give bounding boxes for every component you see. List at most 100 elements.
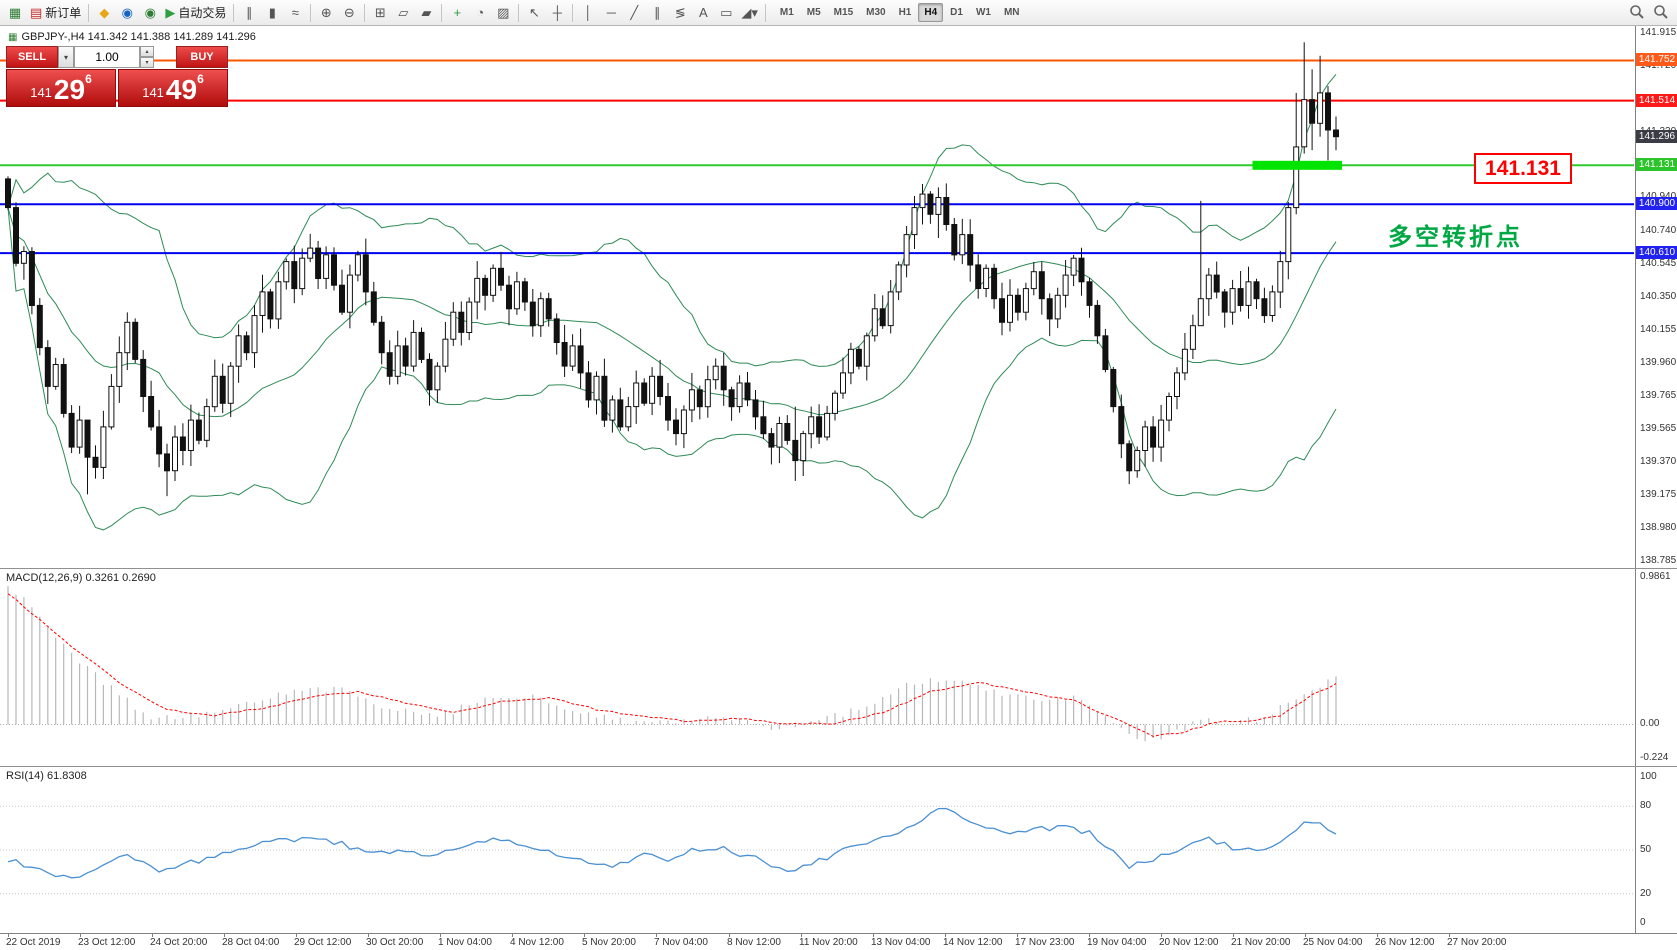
toolbar-separator [441, 3, 443, 22]
price-scale-label: 139.960 [1640, 357, 1677, 368]
cursor-icon[interactable]: ↖ [523, 2, 545, 24]
buy-button[interactable]: BUY [176, 46, 228, 68]
tile-windows-icon[interactable]: ⊞ [369, 2, 391, 24]
new-order-button[interactable]: ▤ 新订单 [27, 2, 84, 24]
timeframe-m5-button[interactable]: M5 [806, 7, 821, 18]
new-chart-icon[interactable]: ▦ [4, 2, 26, 24]
horizontal-line-icon[interactable]: ─ [600, 2, 622, 24]
templates-icon[interactable]: ▨ [492, 2, 514, 24]
label-icon[interactable]: ▭ [715, 2, 737, 24]
shapes-icon[interactable]: ◢▾ [738, 2, 761, 24]
timeframe-m1-button[interactable]: M1 [779, 7, 794, 18]
crosshair-icon[interactable]: ┼ [546, 2, 568, 24]
time-axis-tick [1233, 934, 1234, 937]
new-order-button-glyph: ▤ [30, 5, 43, 20]
sell-price-tile[interactable]: 141 29 6 [6, 69, 116, 107]
timeframe-h1-button[interactable]: H1 [898, 7, 912, 18]
price-scale-label: 140.545 [1640, 258, 1677, 269]
sell-price-prefix: 141 [30, 84, 52, 100]
macd-indicator-label: MACD(12,26,9) 0.3261 0.2690 [6, 572, 156, 584]
time-axis-label: 30 Oct 20:00 [366, 937, 424, 948]
pivot-point-annotation[interactable]: 多空转折点 [1388, 224, 1523, 251]
timeframe-d1-button[interactable]: D1 [950, 7, 963, 18]
timeframe-mn-button[interactable]: MN [1003, 7, 1020, 18]
time-axis[interactable]: 22 Oct 2019 23 Oct 12:00 24 Oct 20:00 28 Oc… [0, 933, 1677, 950]
price-level-annotation[interactable]: 141.131 [1474, 153, 1572, 184]
quick-search-icon[interactable] [1653, 4, 1669, 25]
vertical-line-icon-glyph: │ [584, 5, 593, 20]
breakout-highlight[interactable] [1252, 160, 1343, 170]
time-axis-label: 27 Nov 20:00 [1447, 937, 1507, 948]
volume-decrease-button[interactable]: ▾ [140, 57, 154, 68]
timeframe-m15-button[interactable]: M15 [833, 7, 854, 18]
timeframe-m30-button[interactable]: M30 [866, 7, 886, 18]
fibonacci-icon[interactable]: ≶ [669, 2, 691, 24]
cascade-windows-icon[interactable]: ▱ [392, 2, 414, 24]
navigator-icon[interactable]: ◉ [116, 2, 138, 24]
periods-icon[interactable]: ◔ [469, 2, 491, 24]
macd-signal-line [7, 593, 1337, 737]
time-axis-tick [729, 934, 730, 937]
trendline-icon[interactable]: ╱ [623, 2, 645, 24]
price-scale-label: 138.980 [1640, 522, 1677, 533]
label-icon-glyph: ▭ [720, 5, 733, 20]
indicators-icon[interactable]: + [446, 2, 468, 24]
volume-input[interactable] [74, 46, 140, 68]
time-axis-label: 7 Nov 04:00 [654, 937, 708, 948]
text-icon-glyph: A [698, 5, 708, 20]
time-axis-label: 8 Nov 12:00 [727, 937, 781, 948]
macd-indicator-canvas[interactable] [0, 569, 1635, 766]
price-scale[interactable]: 141.915141.720141.525141.330141.135140.9… [1635, 26, 1677, 933]
macd-scale-label: 0.00 [1640, 718, 1660, 729]
panel-separator[interactable] [0, 766, 1677, 767]
time-axis-tick [152, 934, 153, 937]
periods-icon-glyph: ◔ [476, 5, 485, 20]
bar-chart-icon[interactable]: ∥ [238, 2, 260, 24]
market-watch-icon[interactable]: ◆ [93, 2, 115, 24]
zoom-out-icon[interactable]: ⊖ [338, 2, 360, 24]
toolbar-separator [572, 3, 574, 22]
toolbar-separator [88, 3, 90, 22]
timeframe-w1-button[interactable]: W1 [975, 7, 991, 18]
new-order-button-label: 新订单 [45, 6, 82, 20]
auto-trading-button[interactable]: ▶ 自动交易 [162, 2, 229, 24]
volume-increase-button[interactable]: ▴ [140, 46, 154, 57]
symbol-chart-icon: ▦ [8, 31, 18, 43]
price-scale-label: 140.155 [1640, 324, 1677, 335]
price-scale-label: 140.350 [1640, 291, 1677, 302]
vertical-line-icon[interactable]: │ [577, 2, 599, 24]
toolbar-separator [518, 3, 520, 22]
time-axis-tick [296, 934, 297, 937]
sell-button[interactable]: SELL [6, 46, 58, 68]
rsi-indicator-canvas[interactable] [0, 767, 1635, 933]
candles-layer [5, 42, 1339, 497]
channel-icon[interactable]: ∥ [646, 2, 668, 24]
candlestick-chart-icon[interactable]: ▮ [261, 2, 283, 24]
search-icon[interactable] [1629, 4, 1645, 25]
timeframe-switcher: M1 M5 M15 M30 H1 H4 D1 W1 MN [774, 3, 1026, 22]
auto-trading-button-glyph: ▶ [165, 5, 176, 20]
volume-dropdown[interactable]: ▾ [58, 46, 74, 68]
terminal-icon[interactable]: ◉ [139, 2, 161, 24]
panel-separator[interactable] [0, 568, 1677, 569]
time-axis-label: 22 Oct 2019 [6, 937, 61, 948]
timeframe-h4-button[interactable]: H4 [918, 3, 944, 22]
time-axis-tick [1017, 934, 1018, 937]
templates-icon-glyph: ▨ [497, 5, 510, 20]
time-axis-tick [1161, 934, 1162, 937]
time-axis-tick [1449, 934, 1450, 937]
arrange-windows-icon[interactable]: ▰ [415, 2, 437, 24]
zoom-in-icon[interactable]: ⊕ [315, 2, 337, 24]
time-axis-label: 24 Oct 20:00 [150, 937, 208, 948]
symbol-ohlc-text: GBPJPY-,H4 141.342 141.388 141.289 141.2… [21, 31, 256, 43]
rsi-scale-label: 20 [1640, 888, 1652, 899]
buy-price-big: 49 [165, 73, 198, 105]
price-level-badge: 141.131 [1636, 158, 1677, 171]
time-axis-label: 17 Nov 23:00 [1015, 937, 1075, 948]
time-axis-tick [8, 934, 9, 937]
buy-price-tile[interactable]: 141 49 6 [118, 69, 228, 107]
text-icon[interactable]: A [692, 2, 714, 24]
price-chart-canvas[interactable] [0, 26, 1635, 568]
line-chart-icon[interactable]: ≈ [284, 2, 306, 24]
trendline-icon-glyph: ╱ [630, 5, 639, 20]
